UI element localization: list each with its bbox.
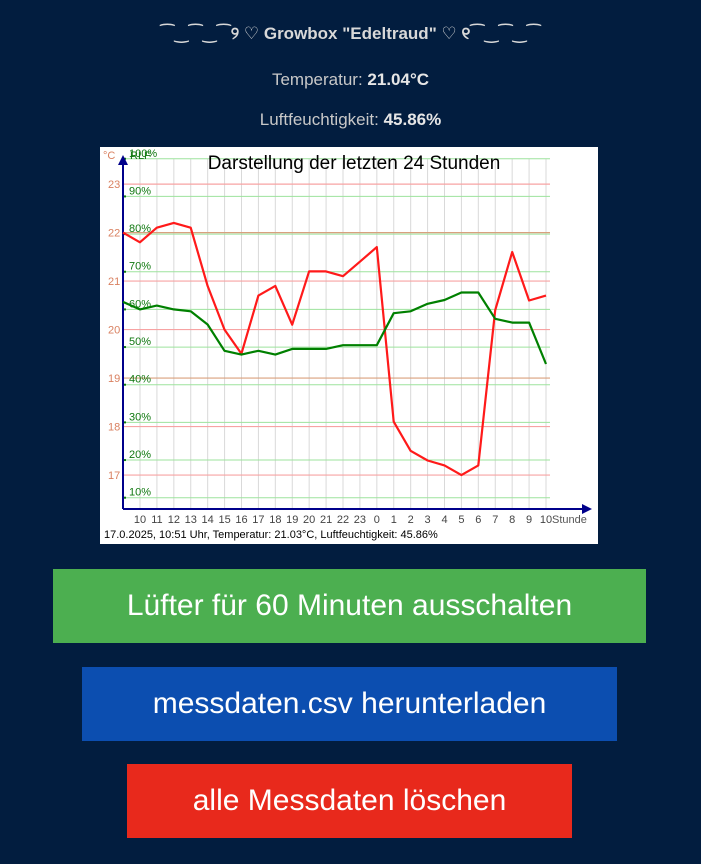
humidity-tick-label: 30%: [129, 411, 151, 423]
humidity-tick-mark: [124, 157, 126, 160]
download-csv-button[interactable]: messdaten.csv herunterladen: [82, 667, 617, 741]
x-tick-label: 14: [202, 514, 214, 526]
humidity-tick-label: 50%: [129, 336, 151, 348]
humidity-tick-label: 70%: [129, 261, 151, 273]
humidity-tick-mark: [124, 496, 126, 499]
x-tick-label: 2: [408, 514, 414, 526]
chart-title: Darstellung der letzten 24 Stunden: [208, 153, 501, 174]
x-tick-label: 10: [540, 514, 552, 526]
humidity-tick-mark: [124, 308, 126, 311]
temp-tick-label: 19: [108, 373, 120, 385]
humidity-axis-label: RLF: [130, 150, 151, 162]
humidity-series-line: [122, 291, 548, 365]
x-tick-label: 9: [526, 514, 532, 526]
humidity-tick-label: 100%: [129, 148, 157, 160]
humidity-label: Luftfeuchtigkeit:: [259, 110, 379, 129]
temperature-value: 21.04°C: [367, 70, 430, 89]
x-tick-label: 8: [509, 514, 515, 526]
x-tick-label: 21: [320, 514, 332, 526]
humidity-tick-mark: [124, 421, 126, 424]
x-tick-label: 11: [151, 514, 162, 526]
humidity-tick-mark: [124, 270, 126, 273]
x-tick-label: 3: [425, 514, 431, 526]
x-tick-label: 22: [337, 514, 349, 526]
humidity-tick-mark: [124, 383, 126, 386]
delete-data-button[interactable]: alle Messdaten löschen: [127, 764, 572, 838]
x-tick-label: 0: [374, 514, 380, 526]
x-tick-label: 5: [458, 514, 464, 526]
humidity-tick-label: 10%: [129, 487, 151, 499]
temperature-reading: Temperatur: 21.04°C: [0, 70, 701, 90]
temp-tick-label: 17: [108, 470, 120, 482]
temp-tick-label: 18: [108, 422, 120, 434]
x-axis-arrow: [582, 504, 592, 514]
humidity-tick-mark: [124, 195, 126, 198]
x-tick-label: 13: [185, 514, 197, 526]
x-tick-label: 1: [391, 514, 397, 526]
humidity-tick-mark: [124, 459, 126, 462]
temp-tick-label: 23: [108, 179, 120, 191]
temp-tick-label: 21: [108, 276, 120, 288]
x-tick-label: 16: [235, 514, 247, 526]
temp-axis-label: °C: [103, 150, 115, 162]
x-tick-label: 6: [475, 514, 481, 526]
temperature-series-line: [122, 221, 547, 477]
page-title: ⁀‿⁀‿⁀୨ ♡ Growbox "Edeltraud" ♡ ୧⁀‿⁀‿⁀: [160, 24, 541, 43]
temp-tick-label: 20: [108, 325, 120, 337]
chart-footer: 17.0.2025, 10:51 Uhr, Temperatur: 21.03°…: [104, 529, 438, 541]
x-axis-label: Stunde: [552, 514, 587, 526]
y-axis-arrow: [118, 155, 128, 165]
x-tick-label: 23: [354, 514, 366, 526]
humidity-tick-label: 90%: [129, 185, 151, 197]
humidity-tick-label: 40%: [129, 374, 151, 386]
humidity-tick-mark: [124, 346, 126, 349]
humidity-value: 45.86%: [383, 110, 442, 129]
x-tick-label: 10: [134, 514, 146, 526]
temp-tick-label: 22: [108, 228, 120, 240]
x-tick-label: 20: [303, 514, 315, 526]
x-tick-label: 7: [492, 514, 498, 526]
humidity-tick-label: 20%: [129, 449, 151, 461]
humidity-reading: Luftfeuchtigkeit: 45.86%: [0, 110, 701, 130]
chart-container: 17 18 19 20 21 22 23 10% 20% 30% 40% 50% 60% 70% 80% 90…: [100, 147, 598, 544]
x-tick-label: 12: [168, 514, 180, 526]
temperature-label: Temperatur:: [271, 70, 363, 89]
x-tick-label: 15: [218, 514, 230, 526]
x-tick-label: 17: [252, 514, 264, 526]
humidity-tick-label: 80%: [129, 223, 151, 235]
x-tick-label: 18: [269, 514, 281, 526]
x-tick-label: 19: [286, 514, 298, 526]
x-tick-label: 4: [441, 514, 447, 526]
fan-off-button[interactable]: Lüfter für 60 Minuten ausschalten: [53, 569, 646, 643]
history-chart: 1718192021222310%20%30%40%50%60%70%80%90…: [103, 148, 592, 541]
